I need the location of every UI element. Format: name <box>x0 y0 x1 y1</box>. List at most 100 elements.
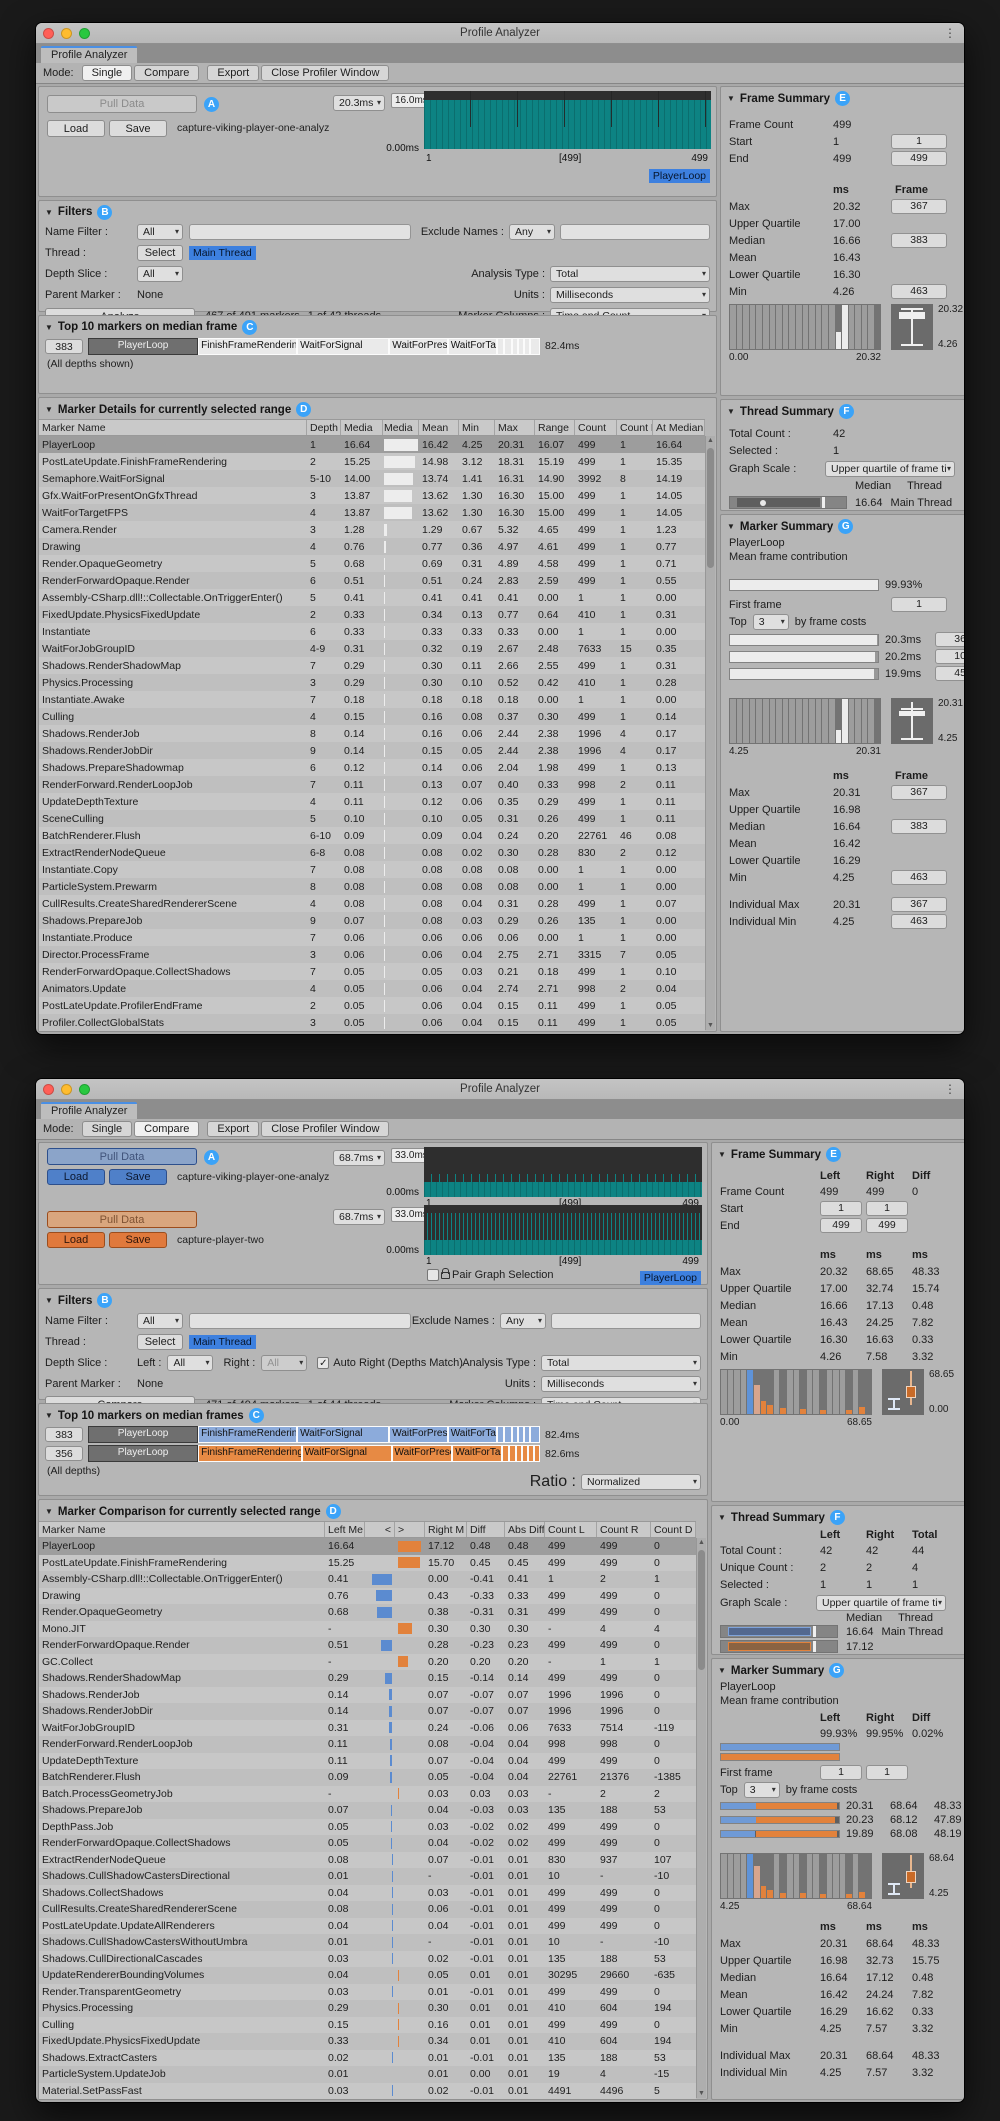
mode-compare-button[interactable]: Compare <box>134 65 200 81</box>
table-row[interactable]: FixedUpdate.PhysicsFixedUpdate 2 0.33 0.3… <box>39 606 705 623</box>
exclude-mode-dropdown[interactable]: Any <box>500 1312 546 1329</box>
table-row[interactable]: Physics.Processing 0.29 0.30 0.01 0.01 410 … <box>39 2000 696 2017</box>
table-row[interactable]: Shadows.PrepareShadowmap 6 0.12 0.14 0.06 … <box>39 759 705 776</box>
median-frame-left[interactable]: 383 <box>45 1427 83 1443</box>
depth-slice-dropdown[interactable]: All <box>137 266 183 283</box>
collapse-icon[interactable]: ▼ <box>45 1296 53 1306</box>
marker-segment[interactable] <box>533 1445 541 1463</box>
analysis-type-dropdown[interactable]: Total <box>550 266 710 283</box>
median-frame-number[interactable]: 383 <box>45 338 83 354</box>
frame-jump-button[interactable]: 367 <box>891 897 947 912</box>
col-max[interactable]: Max <box>495 420 535 435</box>
table-row[interactable]: Shadows.CollectShadows 0.04 0.03 -0.01 0.0… <box>39 1884 696 1901</box>
table-row[interactable]: ExtractRenderNodeQueue 6-8 0.08 0.08 0.02 … <box>39 844 705 861</box>
col-mean[interactable]: Mean <box>419 420 459 435</box>
analysis-type-dropdown[interactable]: Total <box>541 1354 701 1371</box>
pull-data-right-button[interactable]: Pull Data <box>47 1211 197 1228</box>
selected-marker-chip[interactable]: PlayerLoop <box>639 1271 701 1285</box>
col-at-median[interactable]: At Median F <box>653 420 705 435</box>
close-window-button[interactable] <box>43 27 54 39</box>
marker-segment[interactable] <box>497 337 505 355</box>
table-row[interactable]: Physics.Processing 3 0.29 0.30 0.10 0.52 0.… <box>39 674 705 691</box>
thread-range-graph-right[interactable] <box>720 1640 838 1653</box>
table-row[interactable]: Shadows.CullShadowCastersWithoutUmbra 0.0… <box>39 1934 696 1951</box>
graph-scale-dropdown[interactable]: Upper quartile of frame ti <box>816 1594 946 1611</box>
table-row[interactable]: PostLateUpdate.ProfilerEndFrame 2 0.05 0.… <box>39 997 705 1014</box>
marker-segment[interactable]: PlayerLoop <box>88 337 199 355</box>
marker-segment[interactable]: WaitForPresentOn <box>391 1445 453 1463</box>
thread-select-button[interactable]: Select <box>137 1333 183 1350</box>
table-row[interactable]: Profiler.CollectGlobalStats 3 0.05 0.06 0.… <box>39 1014 705 1031</box>
vertical-scrollbar[interactable]: ▲ ▼ <box>696 1538 706 2098</box>
table-row[interactable]: Shadows.RenderJobDir 9 0.14 0.15 0.05 2.44… <box>39 742 705 759</box>
table-row[interactable]: Shadows.RenderJob 0.14 0.07 -0.07 0.07 1996… <box>39 1686 696 1703</box>
zoom-window-button[interactable] <box>79 1083 90 1095</box>
table-row[interactable]: Render.TransparentGeometry 0.03 0.01 -0.01… <box>39 1983 696 2000</box>
frame-jump-button[interactable]: 383 <box>891 819 947 834</box>
table-row[interactable]: ParticleSystem.Prewarm 8 0.08 0.08 0.08 0.… <box>39 878 705 895</box>
marker-segment[interactable] <box>523 337 530 355</box>
table-row[interactable]: Shadows.RenderJobDir 0.14 0.07 -0.07 0.07 1… <box>39 1703 696 1720</box>
table-row[interactable]: Assembly-CSharp.dll!::Collectable.OnTrig… <box>39 589 705 606</box>
frame-time-graph-left[interactable] <box>424 1147 702 1197</box>
marker-segment[interactable]: PlayerLoop <box>88 1426 199 1444</box>
marker-segment[interactable] <box>517 1426 524 1444</box>
table-row[interactable]: Instantiate.Produce 7 0.06 0.06 0.06 0.06 0… <box>39 929 705 946</box>
table-row[interactable]: CullResults.CreateSharedRendererScene 4 0… <box>39 895 705 912</box>
name-filter-input[interactable] <box>189 1312 411 1329</box>
frame-jump-button[interactable]: 459 <box>935 666 964 681</box>
frame-jump-button[interactable]: 1 <box>866 1201 908 1216</box>
frame-time-graph[interactable] <box>424 91 711 149</box>
marker-segment[interactable] <box>529 337 541 355</box>
mode-single-button[interactable]: Single <box>81 1121 133 1137</box>
table-row[interactable]: PostLateUpdate.FinishFrameRendering 2 15.… <box>39 453 705 470</box>
table-row[interactable]: RenderForwardOpaque.CollectShadows 0.05 0… <box>39 1835 696 1852</box>
col-left-bar[interactable]: < <box>365 1522 395 1537</box>
col-count[interactable]: Count <box>575 420 617 435</box>
table-row[interactable]: Shadows.RenderShadowMap 7 0.29 0.30 0.11 2… <box>39 657 705 674</box>
selected-marker-chip[interactable]: PlayerLoop <box>648 169 710 183</box>
table-row[interactable]: Shadows.ExtractCasters 0.02 0.01 -0.01 0.0… <box>39 2049 696 2066</box>
marker-segment[interactable]: WaitForSignal <box>297 337 390 355</box>
col-median[interactable]: Media <box>341 420 383 435</box>
frame-histogram[interactable] <box>729 304 881 350</box>
pull-data-left-button[interactable]: Pull Data <box>47 1148 197 1165</box>
graph-scale-dropdown[interactable]: Upper quartile of frame ti <box>825 460 955 477</box>
col-count-left[interactable]: Count L <box>545 1522 597 1537</box>
marker-segment[interactable]: WaitForSignal <box>301 1445 392 1463</box>
marker-segment[interactable]: WaitForPresentOnG <box>389 337 448 355</box>
frame-jump-button[interactable]: 105 <box>935 649 964 664</box>
marker-segment[interactable] <box>511 1426 518 1444</box>
table-row[interactable]: Shadows.PrepareJob 9 0.07 0.08 0.03 0.29 0.… <box>39 912 705 929</box>
marker-histogram[interactable] <box>729 698 881 744</box>
marker-segment[interactable]: WaitForTargetFPS <box>447 337 498 355</box>
table-row[interactable]: Shadows.CullShadowCastersDirectional 0.01… <box>39 1868 696 1885</box>
collapse-icon[interactable]: ▼ <box>727 522 735 531</box>
table-row[interactable]: Drawing 0.76 0.43 -0.33 0.33 499 499 0 <box>39 1587 696 1604</box>
name-filter-input[interactable] <box>189 224 411 241</box>
first-frame-right-button[interactable]: 1 <box>866 1765 908 1780</box>
load-right-button[interactable]: Load <box>47 1232 105 1248</box>
frame-jump-button[interactable]: 499 <box>891 151 947 166</box>
collapse-icon[interactable]: ▼ <box>727 94 735 103</box>
vertical-scrollbar[interactable]: ▲ ▼ <box>705 436 715 1030</box>
table-row[interactable]: PlayerLoop 16.64 17.12 0.48 0.48 499 499 0 <box>39 1538 696 1555</box>
marker-segment[interactable]: FinishFrameRenderin <box>198 1426 298 1444</box>
table-row[interactable]: PlayerLoop 1 16.64 16.42 4.25 20.31 16.07 4… <box>39 436 705 453</box>
ratio-dropdown[interactable]: Normalized <box>581 1474 701 1490</box>
zoom-window-button[interactable] <box>79 27 90 39</box>
collapse-icon[interactable]: ▼ <box>718 1666 726 1675</box>
frame-jump-button[interactable]: 463 <box>891 284 947 299</box>
marker-segment[interactable]: PlayerLoop <box>88 1445 199 1463</box>
depth-right-dropdown[interactable]: All <box>261 1354 308 1371</box>
top10-bar-left[interactable]: PlayerLoop FinishFrameRenderin WaitForSign… <box>88 1426 541 1444</box>
col-marker-name[interactable]: Marker Name <box>39 420 307 435</box>
marker-segment[interactable]: WaitForTargetFPS <box>452 1445 502 1463</box>
frame-jump-button[interactable]: 1 <box>891 134 947 149</box>
marker-segment[interactable] <box>508 1445 516 1463</box>
col-median-bar[interactable]: Media <box>383 420 419 435</box>
table-row[interactable]: Material.SetPassFast 0.03 0.02 -0.01 0.01 4… <box>39 2082 696 2099</box>
minimize-window-button[interactable] <box>61 27 72 39</box>
export-button[interactable]: Export <box>207 65 260 81</box>
